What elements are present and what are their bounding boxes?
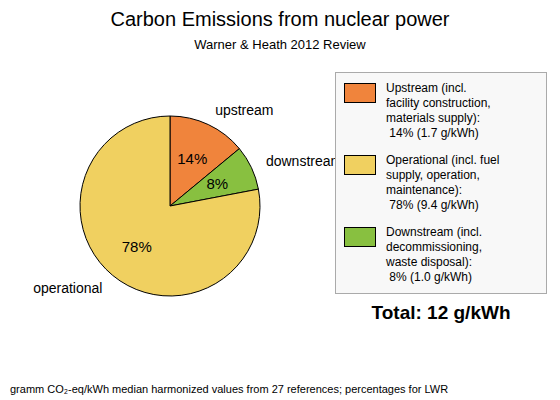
html-text:Total: 12 g/kWh: Total: 12 g/kWh [371, 302, 511, 323]
html-text:Operational (incl. fuel supply: Operational (incl. fuel supply, operatio… [386, 153, 500, 212]
svg-text:upstream: upstream [215, 102, 273, 118]
svg-text:downstream: downstream [266, 153, 335, 169]
svg-text:operational: operational [33, 280, 102, 296]
html-text:Downstream (incl. decommission: Downstream (incl. decommissioning, waste… [386, 225, 482, 284]
html-text:gramm CO₂-eq/kWh median harmon: gramm CO₂-eq/kWh median harmonized value… [10, 383, 449, 395]
html-text:Upstream (incl. facility const: Upstream (incl. facility construction, m… [386, 81, 491, 140]
svg-text:78%: 78% [122, 238, 152, 255]
html-text:Carbon Emissions from nuclear: Carbon Emissions from nuclear power [110, 8, 450, 30]
html-text:Warner & Heath 2012 Review: Warner & Heath 2012 Review [194, 37, 366, 52]
svg-text:14%: 14% [177, 150, 207, 167]
svg-text:8%: 8% [206, 175, 228, 192]
